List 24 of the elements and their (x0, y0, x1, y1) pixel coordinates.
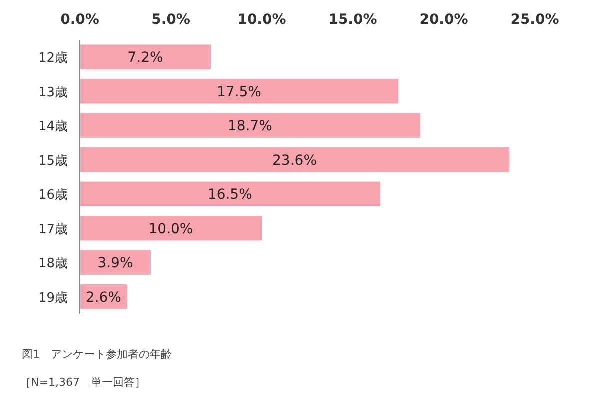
x-tick-label: 5.0% (152, 12, 190, 28)
data-label: 2.6% (86, 290, 122, 306)
y-tick-label: 17歳 (38, 222, 68, 238)
x-tick-label: 0.0% (60, 12, 100, 28)
data-label: 23.6% (272, 152, 317, 169)
y-tick-label: 16歳 (38, 188, 68, 204)
x-tick-label: 15.0% (328, 12, 378, 28)
y-tick-label: 14歳 (38, 120, 68, 135)
text: ［N=1,367 単一回答］ (20, 376, 146, 389)
y-tick-label: 19歳 (38, 290, 68, 306)
y-tick-label: 13歳 (38, 85, 68, 100)
x-tick-label: 20.0% (420, 12, 468, 28)
caption: 図1 アンケート参加者の年齢 (22, 348, 172, 361)
data-label: 17.5% (217, 84, 262, 100)
data-label: 18.7% (228, 118, 272, 135)
data-label: 7.2% (128, 50, 164, 66)
data-label: 10.0% (148, 221, 194, 238)
y-tick-label: 15歳 (38, 154, 68, 169)
y-tick-label: 12歳 (38, 51, 68, 66)
x-tick-label: 10.0% (238, 12, 286, 28)
data-label: 16.5% (208, 187, 252, 204)
y-tick-label: 18歳 (38, 256, 68, 272)
data-label: 3.9% (98, 256, 134, 272)
x-tick-label: 25.0% (510, 12, 560, 28)
